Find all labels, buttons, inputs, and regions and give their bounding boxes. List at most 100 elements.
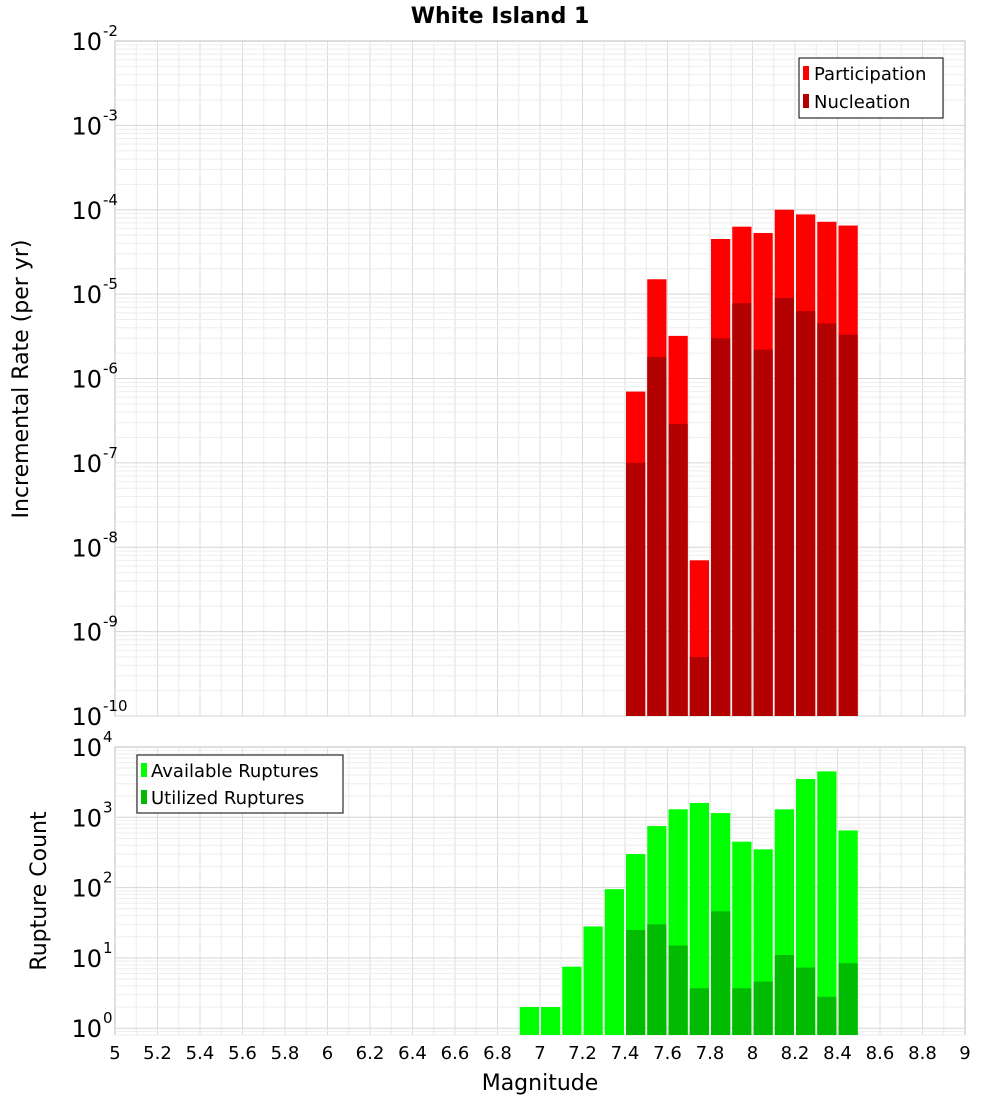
bar-nucleation (732, 303, 752, 716)
y-tick-label: 10 (71, 366, 102, 394)
bar-available-ruptures (583, 926, 603, 1035)
legend-label-utilized: Utilized Ruptures (151, 788, 304, 809)
y-tick-label: 10 (71, 534, 102, 562)
y-tick-exponent: -8 (103, 528, 118, 546)
x-tick-label: 8.6 (866, 1043, 895, 1064)
top-legend-box (798, 57, 944, 119)
top-legend: Participation Nucleation (798, 57, 944, 119)
x-tick-label: 8 (747, 1043, 758, 1064)
y-tick-label: 10 (71, 703, 102, 731)
y-tick-label: 10 (71, 281, 102, 309)
x-tick-label: 5.6 (228, 1043, 257, 1064)
top-gridlines (115, 41, 965, 717)
bottom-legend: Available Ruptures Utilized Ruptures (136, 754, 344, 814)
y-tick-label: 10 (71, 945, 102, 973)
y-tick-exponent: -9 (103, 613, 118, 631)
bar-available-ruptures (519, 1007, 539, 1035)
x-tick-label: 5 (109, 1043, 120, 1064)
y-tick-exponent: -2 (103, 22, 118, 40)
bar-utilized-ruptures (838, 963, 858, 1035)
bar-nucleation (668, 423, 688, 716)
x-tick-label: 7 (534, 1043, 545, 1064)
bar-nucleation (817, 323, 837, 716)
y-tick-label: 10 (71, 804, 102, 832)
y-tick-label: 10 (71, 197, 102, 225)
y-tick-exponent: 0 (103, 1009, 113, 1027)
bar-utilized-ruptures (817, 996, 837, 1035)
bar-utilized-ruptures (796, 967, 816, 1035)
bar-utilized-ruptures (647, 924, 667, 1035)
bar-utilized-ruptures (626, 929, 646, 1035)
legend-label-participation: Participation (814, 64, 926, 85)
bottom-bars (519, 771, 858, 1035)
bar-available-ruptures (732, 841, 752, 1035)
bar-nucleation (796, 311, 816, 716)
legend-swatch-nucleation (803, 94, 809, 108)
legend-swatch-available (141, 763, 147, 777)
y-tick-exponent: -4 (103, 191, 118, 209)
bar-utilized-ruptures (753, 981, 773, 1035)
x-tick-label: 8.2 (781, 1043, 810, 1064)
x-tick-label: 6.2 (356, 1043, 385, 1064)
x-tick-label: 8.8 (908, 1043, 937, 1064)
y-tick-exponent: -10 (103, 697, 128, 715)
bar-nucleation (753, 349, 773, 716)
x-tick-label: 5.4 (186, 1043, 215, 1064)
y-tick-label: 10 (71, 734, 102, 762)
y-tick-exponent: -6 (103, 360, 118, 378)
y-tick-label: 10 (71, 28, 102, 56)
bar-nucleation (774, 297, 794, 716)
y-tick-label: 10 (71, 112, 102, 140)
x-tick-label: 7.4 (611, 1043, 640, 1064)
legend-label-nucleation: Nucleation (814, 92, 910, 113)
y-tick-label: 10 (71, 1015, 102, 1043)
bottom-legend-box (136, 754, 344, 814)
bar-nucleation (689, 657, 709, 716)
x-tick-label: 5.8 (271, 1043, 300, 1064)
y-tick-exponent: -3 (103, 106, 118, 124)
y-tick-label: 10 (71, 450, 102, 478)
y-tick-label: 10 (71, 619, 102, 647)
bar-nucleation (647, 356, 667, 716)
bar-nucleation (626, 462, 646, 716)
top-y-axis-title: Incremental Rate (per yr) (9, 240, 34, 519)
x-tick-label: 9 (959, 1043, 970, 1064)
x-tick-label: 7.6 (653, 1043, 682, 1064)
top-bars (626, 209, 858, 717)
y-tick-exponent: 2 (103, 869, 113, 887)
bar-nucleation (711, 338, 731, 716)
y-tick-exponent: 1 (103, 939, 113, 957)
x-tick-label: 7.8 (696, 1043, 725, 1064)
chart-title: White Island 1 (411, 4, 590, 29)
y-axis-title-bottom: Rupture Count (27, 811, 52, 971)
legend-swatch-participation (803, 66, 809, 80)
y-tick-exponent: 4 (103, 728, 113, 746)
legend-label-available: Available Ruptures (151, 761, 319, 782)
x-axis-title: Magnitude (482, 1071, 599, 1096)
x-tick-label: 6.8 (483, 1043, 512, 1064)
bar-utilized-ruptures (732, 988, 752, 1035)
x-tick-label: 5.2 (143, 1043, 172, 1064)
y-tick-exponent: 3 (103, 798, 113, 816)
bar-available-ruptures (562, 966, 582, 1035)
x-tick-label: 8.4 (823, 1043, 852, 1064)
y-tick-exponent: -5 (103, 275, 118, 293)
x-tick-label: 7.2 (568, 1043, 597, 1064)
bar-available-ruptures (541, 1007, 561, 1035)
y-tick-exponent: -7 (103, 444, 118, 462)
x-tick-label: 6 (322, 1043, 333, 1064)
bar-utilized-ruptures (689, 988, 709, 1035)
x-tick-label: 6.6 (441, 1043, 470, 1064)
bar-available-ruptures (817, 771, 837, 1035)
x-tick-label: 6.4 (398, 1043, 427, 1064)
bar-available-ruptures (604, 889, 624, 1035)
bar-utilized-ruptures (711, 911, 731, 1035)
bar-available-ruptures (689, 802, 709, 1035)
bar-utilized-ruptures (774, 954, 794, 1035)
bar-nucleation (838, 334, 858, 716)
bar-utilized-ruptures (668, 945, 688, 1035)
x-tick-labels: 5 5.2 5.4 5.6 5.8 6 6.2 6.4 6.6 6.8 7 7.2 7.4 7.6 7.8 8… (109, 1043, 970, 1064)
